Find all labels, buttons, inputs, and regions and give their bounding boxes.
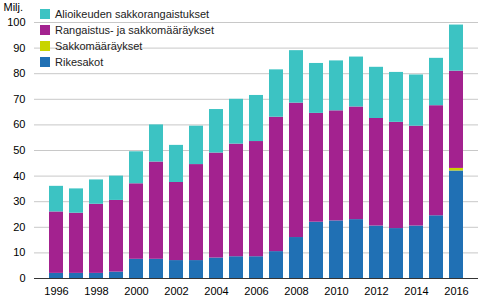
svg-text:10: 10 [13,246,25,258]
svg-text:2002: 2002 [164,285,188,297]
svg-text:1996: 1996 [44,285,68,297]
svg-text:2012: 2012 [364,285,388,297]
svg-text:60: 60 [13,118,25,130]
svg-text:80: 80 [13,67,25,79]
svg-text:50: 50 [13,144,25,156]
svg-text:0: 0 [19,272,25,284]
svg-text:40: 40 [13,170,25,182]
svg-text:2004: 2004 [204,285,228,297]
svg-text:2000: 2000 [124,285,148,297]
svg-text:2008: 2008 [284,285,308,297]
svg-text:2014: 2014 [404,285,428,297]
html-text:Alioikeuden sakkorangaistukset: Alioikeuden sakkorangaistukset [55,8,210,20]
html-text:Rikesakot: Rikesakot [55,56,104,68]
svg-text:Milj.: Milj. [4,1,24,13]
svg-text:2016: 2016 [444,285,468,297]
html-text:Rangaistus- ja sakkomääräykset: Rangaistus- ja sakkomääräykset [55,24,214,36]
svg-text:90: 90 [13,42,25,54]
svg-text:100: 100 [7,16,25,28]
svg-text:2006: 2006 [244,285,268,297]
svg-text:2010: 2010 [324,285,348,297]
svg-text:70: 70 [13,93,25,105]
html-text:Sakkomääräykset: Sakkomääräykset [55,40,143,52]
svg-text:30: 30 [13,195,25,207]
svg-text:1998: 1998 [84,285,108,297]
svg-text:20: 20 [13,221,25,233]
